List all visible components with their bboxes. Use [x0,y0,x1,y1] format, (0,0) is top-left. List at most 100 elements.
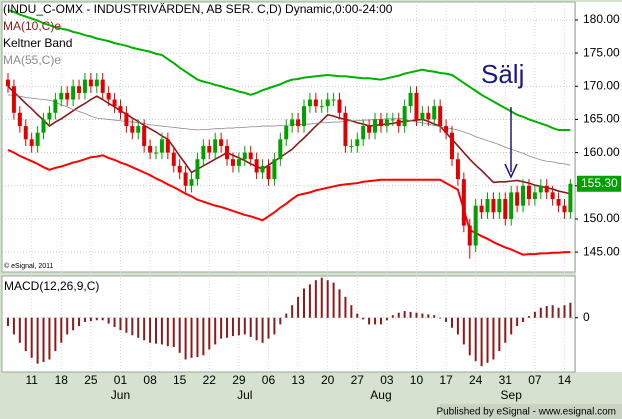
candle-body [159,139,164,153]
x-tick-label: 25 [84,373,98,387]
candle-body [201,145,206,160]
candle-body [88,79,93,87]
candle-body [118,106,123,113]
bar [308,284,311,318]
x-tick-label: 01 [114,373,128,387]
candle-body [100,79,105,93]
candle-body [278,139,283,160]
series-line [7,9,571,132]
candle-body [414,92,419,120]
candle-body [65,92,70,100]
last-price-label: 155.30 [581,176,618,190]
candle-body [183,172,188,186]
candle-body [296,119,301,127]
candle-body [515,192,520,206]
y-tick-label: 180.00 [583,12,620,26]
candle-body [521,185,526,206]
candle-body [284,126,289,140]
candle-body [11,86,16,113]
bar [113,317,116,327]
candle-body [53,99,58,113]
bar [492,317,495,360]
bar [356,313,359,318]
candle-body [331,99,336,101]
y-tick-label: 0 [583,310,590,324]
bar [539,307,542,318]
candle-body [248,152,253,160]
candle-body [35,132,40,146]
bar [220,317,223,339]
y-tick-label: 145.00 [583,244,620,258]
candle-body [213,139,218,153]
bar [415,312,418,318]
candle-body [538,185,543,193]
bar [125,317,128,333]
y-tick-label: 150.00 [583,211,620,225]
candle-body [378,119,383,127]
candle-body [491,199,496,213]
bar [522,317,525,322]
bar [332,282,335,318]
candle-body [136,126,141,133]
candle-body [361,126,366,140]
bar [445,317,448,322]
y-tick-label: 160.00 [583,145,620,159]
candle-body [562,205,567,213]
bar [468,317,471,356]
x-tick-label: 27 [351,373,365,387]
bar [314,280,317,318]
bar [433,315,436,318]
candle-body [165,139,170,153]
series-line [7,85,571,195]
candle-body [373,119,378,133]
bar [18,317,21,343]
chart-title: (INDU_C-OMX - INDUSTRIVÄRDEN, AB SER. C,… [3,2,393,16]
candle-body [556,199,561,206]
candle-body [23,126,28,140]
bar [119,317,122,331]
macd-panel [1,275,576,373]
candle-body [230,159,235,166]
bar [557,307,560,318]
bar [338,289,341,318]
bar [60,317,63,343]
candle-body [485,199,490,213]
candle-body [467,225,472,246]
bar [527,316,530,318]
series-line [7,94,571,166]
bar [208,317,211,350]
candle-body [47,112,52,120]
x-tick-label: 18 [55,373,69,387]
x-tick-label: 20 [321,373,335,387]
bar [374,317,377,325]
copyright: © eSignal, 2011 [4,262,54,270]
bar [190,317,193,358]
bar [202,317,205,356]
candle-body [195,159,200,180]
candle-body [473,205,478,246]
bar [54,317,57,352]
footer-bar [440,404,622,419]
bar [155,317,157,344]
candle-body [171,152,176,166]
candle-body [41,119,46,133]
bar [48,317,51,360]
bar [297,296,300,318]
candle-body [106,92,111,100]
bar [326,280,329,318]
bar [480,317,483,367]
candle-body [148,145,153,153]
bar [504,317,507,343]
candle-body [444,126,449,133]
bar [24,317,27,352]
bar [267,317,270,339]
candle-body [225,145,230,160]
candle-body [349,145,354,147]
candle-body [130,126,135,133]
bar [285,313,288,318]
candle-body [390,119,395,121]
candle-body [71,86,76,100]
candle-body [408,92,413,107]
y-tick-label: 170.00 [583,78,620,92]
bar [7,317,9,327]
